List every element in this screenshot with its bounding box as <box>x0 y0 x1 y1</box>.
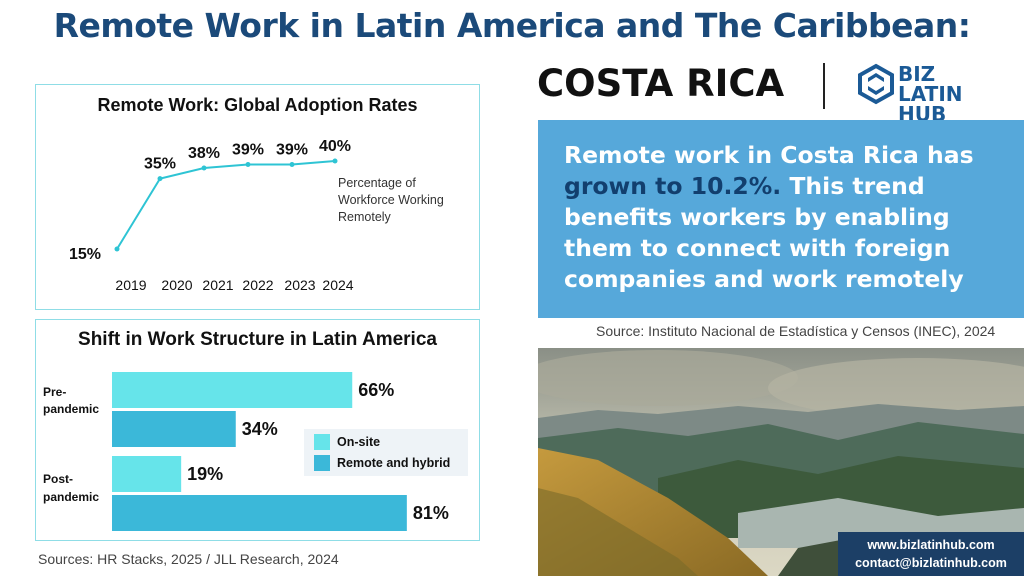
work-structure-category-label: Post- <box>43 472 73 486</box>
adoption-x-tick: 2022 <box>242 277 273 293</box>
contact-website[interactable]: www.bizlatinhub.com <box>867 538 995 552</box>
adoption-line-chart: 15% 35% 38% 39% 39% 40% 2019 2020 2021 2022 2023 20… <box>69 138 444 293</box>
callout-text: Remote work in Costa Rica has grown to 1… <box>564 140 1002 295</box>
legend-label: Remote and hybrid <box>337 456 450 470</box>
adoption-x-tick: 2019 <box>115 277 146 293</box>
adoption-chart-panel: Remote Work: Global Adoption Rates 15% 35… <box>35 84 480 310</box>
work-structure-category-label: pandemic <box>43 490 99 504</box>
work-structure-bar <box>112 411 236 447</box>
main-title: Remote Work in Latin America and The Car… <box>53 6 971 45</box>
logo-line2: HUB <box>898 102 947 126</box>
work-structure-data-label: 34% <box>242 419 278 439</box>
work-structure-panel: Shift in Work Structure in Latin America… <box>35 319 480 541</box>
callout-box: Remote work in Costa Rica has grown to 1… <box>538 120 1024 318</box>
adoption-data-label: 39% <box>276 142 308 159</box>
adoption-data-label: 39% <box>232 142 264 159</box>
adoption-point <box>332 158 338 164</box>
legend-label: On-site <box>337 435 380 449</box>
work-structure-bar <box>112 456 182 492</box>
work-structure-bar <box>112 495 407 531</box>
adoption-data-label: 38% <box>188 145 220 162</box>
work-structure-category-label: pandemic <box>43 402 99 416</box>
legend-swatch <box>314 455 330 471</box>
adoption-point <box>289 162 295 168</box>
adoption-series-line <box>116 160 336 250</box>
adoption-x-tick: 2024 <box>322 277 353 293</box>
contact-email[interactable]: contact@bizlatinhub.com <box>855 556 1007 570</box>
logo-text: BIZ LATIN HUB <box>898 64 998 124</box>
source-right: Source: Instituto Nacional de Estadístic… <box>596 323 996 339</box>
work-structure-data-label: 81% <box>413 503 449 523</box>
title-divider <box>823 63 825 109</box>
adoption-data-label: 15% <box>69 246 101 263</box>
callout-after: This trend benefits workers by enabling … <box>564 172 964 293</box>
logo-line1: BIZ LATIN <box>898 62 963 106</box>
work-structure-data-label: 66% <box>358 380 394 400</box>
work-structure-title: Shift in Work Structure in Latin America <box>78 329 437 350</box>
adoption-annotation-line: Remotely <box>338 210 392 224</box>
work-structure-bar <box>112 372 353 408</box>
work-structure-bar-chart: 66% 19% 34% 81% Pre-pandemic Post-pandemic On-… <box>43 372 468 531</box>
work-structure-data-label: 19% <box>187 464 223 484</box>
adoption-x-tick: 2023 <box>284 277 315 293</box>
sources-left: Sources: HR Stacks, 2025 / JLL Research,… <box>38 551 339 567</box>
adoption-point <box>157 176 163 182</box>
adoption-chart-title: Remote Work: Global Adoption Rates <box>97 95 418 115</box>
adoption-data-label: 40% <box>319 138 351 155</box>
adoption-point <box>114 246 120 252</box>
bizlatinhub-logo: BIZ LATIN HUB <box>858 63 998 124</box>
adoption-annotation-line: Workforce Working <box>338 193 444 207</box>
logo-mark-icon <box>858 63 894 105</box>
callout-highlight: grown to 10.2%. <box>564 172 782 200</box>
adoption-x-tick: 2021 <box>202 277 233 293</box>
legend-swatch <box>314 434 330 450</box>
callout-before: Remote work in Costa Rica has <box>564 141 974 169</box>
contact-box: www.bizlatinhub.com contact@bizlatinhub.… <box>838 532 1024 576</box>
work-structure-legend <box>304 429 468 476</box>
adoption-x-tick: 2020 <box>161 277 192 293</box>
country-title: COSTA RICA <box>537 62 785 105</box>
adoption-point <box>201 165 207 171</box>
adoption-data-label: 35% <box>144 156 176 173</box>
adoption-point <box>245 162 251 168</box>
adoption-annotation-line: Percentage of <box>338 176 416 190</box>
work-structure-category-label: Pre- <box>43 385 66 399</box>
